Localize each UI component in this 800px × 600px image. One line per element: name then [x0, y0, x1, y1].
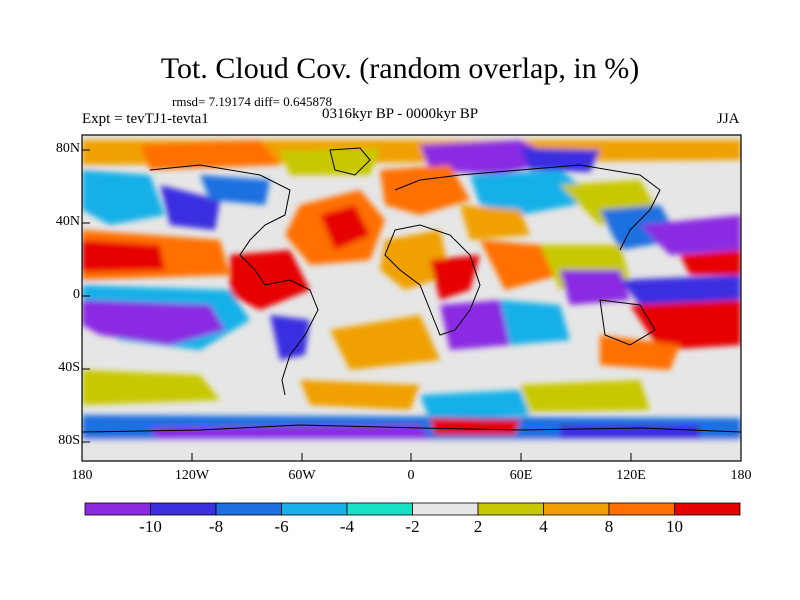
coastline	[394, 164, 661, 251]
anomaly-patch	[160, 185, 220, 230]
anomaly-patch	[330, 315, 440, 370]
colorbar-swatch	[281, 502, 348, 516]
anomaly-patch	[380, 230, 450, 290]
anomaly-patch	[82, 440, 741, 461]
anomaly-patch	[270, 315, 310, 360]
axis-ticks	[81, 149, 742, 461]
colorbar-label: 4	[539, 517, 548, 536]
colorbar-label: 2	[473, 517, 483, 536]
colorbar-swatch	[150, 502, 217, 516]
anomaly-patch	[430, 255, 480, 300]
anomaly-patch	[82, 300, 225, 345]
colorbar-swatch	[543, 502, 610, 516]
anomaly-patch	[520, 380, 650, 412]
lon-tick-label: 120W	[174, 468, 210, 483]
colorbar-swatch	[412, 502, 479, 516]
experiment-label: Expt = tevTJ1-tevta1	[82, 111, 209, 127]
lat-tick-label: 40S	[58, 360, 80, 375]
anomaly-patch	[300, 380, 420, 410]
anomaly-field	[82, 135, 741, 461]
lon-tick-label: 180	[71, 468, 93, 483]
anomaly-patch	[200, 175, 270, 205]
anomaly-patch	[630, 300, 741, 350]
season-label: JJA	[717, 111, 740, 127]
anomaly-patch	[460, 205, 530, 240]
lon-tick-label: 60E	[509, 468, 533, 483]
lon-tick-label: 0	[407, 468, 415, 483]
coastlines	[82, 147, 741, 433]
stats-line: rmsd= 7.19174 diff= 0.645878	[172, 94, 332, 109]
anomaly-patch	[560, 270, 630, 305]
coastline	[329, 147, 371, 176]
anomaly-patch	[82, 370, 220, 405]
colorbar-swatch	[84, 502, 151, 516]
anomaly-patch	[640, 215, 741, 255]
anomaly-patch	[82, 170, 165, 225]
anomaly-patch	[320, 205, 370, 250]
anomaly-patch	[600, 335, 680, 370]
anomaly-patch	[440, 300, 510, 350]
coastline	[384, 224, 481, 336]
lat-tick-label: 40N	[55, 214, 80, 229]
colorbar-swatch	[608, 502, 675, 516]
plot-subtitle: 0316kyr BP - 0000kyr BP	[322, 106, 479, 122]
anomaly-patch	[480, 240, 560, 290]
lat-tick-label: 0	[73, 287, 80, 302]
lat-tick-label: 80S	[58, 433, 80, 448]
anomaly-patch	[430, 418, 520, 435]
anomaly-patch	[470, 170, 600, 215]
anomaly-patch	[680, 250, 741, 275]
colorbar-swatch	[674, 502, 741, 516]
colorbar-swatch	[477, 502, 544, 516]
coastline	[264, 279, 319, 396]
colorbar-label: -2	[405, 517, 420, 536]
coastline	[599, 299, 656, 346]
colorbar-label: -8	[208, 517, 224, 536]
lon-tick-label: 180	[730, 468, 752, 483]
colorbar-swatch	[346, 502, 413, 516]
coastline	[82, 424, 741, 433]
anomaly-patch	[500, 300, 570, 345]
colorbar-label: -6	[274, 517, 289, 536]
colorbar-label: -4	[339, 517, 355, 536]
plot-title: Tot. Cloud Cov. (random overlap, in %)	[160, 52, 640, 85]
anomaly-patch	[140, 140, 280, 170]
colorbar-label: -10	[139, 517, 162, 536]
colorbar-swatch	[215, 502, 282, 516]
lon-tick-label: 120E	[616, 468, 646, 483]
colorbar-label: 10	[666, 517, 683, 536]
lat-tick-label: 80N	[55, 141, 80, 156]
anomaly-patch	[520, 148, 600, 172]
colorbar-label: 8	[604, 517, 614, 536]
anomaly-patch	[620, 275, 741, 305]
lon-tick-label: 60W	[288, 468, 316, 483]
anomaly-patch	[82, 240, 165, 272]
coastline	[149, 164, 291, 286]
anomaly-patch	[420, 390, 530, 420]
anomaly-patch	[280, 148, 380, 175]
anomaly-patch	[380, 165, 470, 215]
